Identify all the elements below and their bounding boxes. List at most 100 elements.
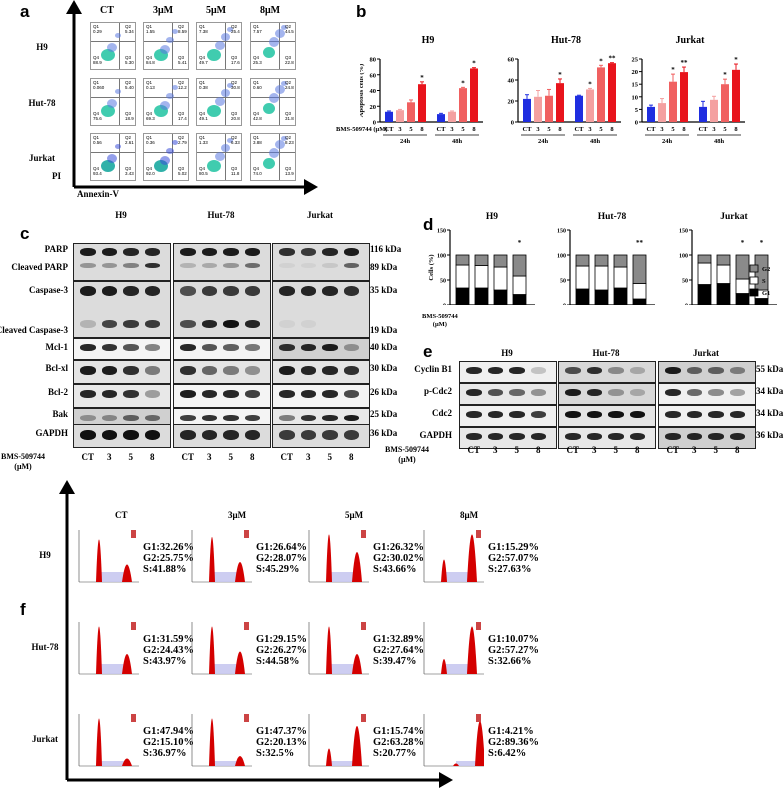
svg-text:**: ** [681,59,689,67]
flow-cytometry-plot: Q1 0.38 Q2 30.8 Q4 49.1 Q3 20.8 [196,78,242,126]
cell-cycle-histogram [308,714,369,767]
western-blot-strip [173,424,271,448]
fc-row-header: H9 [36,42,48,52]
phase-percentage: G1:15.29% [488,542,540,553]
western-blot-strip [658,383,756,405]
svg-text:*: * [760,239,764,247]
dose-label: 3 [107,452,112,462]
svg-text:5: 5 [547,126,551,133]
svg-text:0: 0 [443,304,446,306]
svg-text:0: 0 [373,120,376,127]
fc-column-header: 3μM [153,5,174,16]
svg-text:60: 60 [370,72,377,79]
dose-label: 8 [250,452,255,462]
quadrant-q3: Q3 5.30 [125,55,134,65]
cell-cycle-histogram [191,714,252,767]
cell-cycle-histogram [78,530,139,583]
panel-d-treatment-label: BMS-509744 (μM) [422,313,458,329]
dose-label: 5 [613,445,619,455]
phase-percentage: G2:30.02% [373,553,425,564]
cell-cycle-percentages: G1:4.21% G2:89.36% S:6.42% [488,726,539,759]
dose-label: 5 [514,445,520,455]
quadrant-q4: Q4 69.3 [146,111,155,121]
western-blot-strip [173,281,271,338]
apoptosis-chart-jurkat: Jurkat 0 5 10 15 20 25 CT 3 * 5 ** 8 CT 3 * 5 * 8 24h 48h [632,35,745,145]
cell-cycle-histogram [308,622,369,675]
kda-marker: 30 kDa [370,363,398,373]
svg-text:15: 15 [632,82,639,89]
dose-label: 8 [635,445,640,455]
svg-text:20: 20 [508,99,515,106]
quadrant-q2: Q2 8.23 [285,135,294,145]
phase-percentage: S:27.63% [488,564,532,575]
quadrant-q3: Q3 5.41 [178,55,187,65]
histogram-column-header: 8μM [460,510,479,520]
svg-text:*: * [671,66,675,74]
western-blot-strip [272,360,370,384]
quadrant-q2: Q2 44.5 [285,24,294,34]
dose-label: CT [181,452,194,462]
quadrant-q3: Q3 13.9 [285,166,294,176]
panel-d-label: d [423,215,434,234]
dose-label: 5 [128,452,134,462]
treatment-name: BMS-509744 [385,445,429,454]
flow-cytometry-plot: Q1 7.38 Q2 25.4 Q4 49.7 Q3 17.6 [196,22,242,70]
phase-percentage: S:32.66% [488,656,532,667]
kda-marker: 40 kDa [370,342,398,352]
kda-marker: 19 kDa [370,325,398,335]
protein-label: GAPDH [35,428,69,438]
protein-label: Bak [52,409,68,419]
svg-text:10: 10 [632,94,639,101]
svg-text:50: 50 [682,279,688,285]
kda-marker: 26 kDa [370,387,398,397]
quadrant-q1: Q1 0.38 [199,80,208,90]
dose-label: 5 [713,445,719,455]
svg-text:48h: 48h [714,138,725,145]
quadrant-q1: Q1 7.38 [199,24,208,34]
blot-cell-line-header: Hut-78 [207,210,235,220]
quadrant-q4: Q4 92.0 [146,166,155,176]
treatment-name: BMS-509744 [422,313,458,320]
dose-label: CT [566,445,579,455]
phase-percentage: S:32.5% [256,748,295,759]
svg-text:5: 5 [461,126,465,133]
flow-cytometry-plot: Q1 1.55 Q2 8.59 Q4 84.8 Q3 5.41 [143,22,189,70]
svg-text:24h: 24h [538,138,549,145]
western-blot-strip [73,384,171,408]
cell-cycle-histogram [423,714,484,767]
kda-marker: 55 kDa [756,364,784,374]
western-blot-strip [173,384,271,408]
svg-text:60: 60 [508,57,515,64]
svg-text:Cells (%): Cells (%) [428,254,435,280]
blot-cell-line-header: H9 [501,348,513,358]
western-blot-strip [558,427,656,449]
quadrant-q3: Q3 17.6 [231,55,240,65]
protein-label: Cyclin B1 [414,364,452,374]
svg-text:3: 3 [450,126,454,133]
phase-percentage: G1:4.21% [488,726,534,737]
phase-percentage: G2:89.36% [488,737,540,748]
flow-cytometry-plot: Q1 3.88 Q2 8.23 Q4 74.0 Q3 13.9 [250,133,296,181]
western-blot-strip [173,360,271,384]
svg-text:50: 50 [440,279,446,285]
svg-text:**: ** [609,55,617,63]
svg-text:48h: 48h [590,138,601,145]
svg-text:5: 5 [409,126,413,133]
flow-cytometry-plot: Q1 7.57 Q2 44.5 Q4 25.3 Q3 22.8 [250,22,296,70]
cell-cycle-percentages: G1:47.37% G2:20.13% S:32.5% [256,726,307,759]
protein-label: Cdc2 [432,408,452,418]
cell-cycle-percentages: G1:15.29% G2:57.07% S:27.63% [488,542,539,575]
svg-text:*: * [420,74,424,82]
quadrant-q3: Q3 11.8 [231,166,240,176]
svg-text:20: 20 [370,104,377,111]
svg-text:5: 5 [635,107,639,114]
blot-cell-line-header: H9 [115,210,127,220]
svg-text:CT: CT [522,126,532,133]
svg-text:*: * [472,60,476,68]
protein-label: p-Cdc2 [423,386,452,396]
treatment-name: BMS-509744 [1,452,45,461]
svg-text:150: 150 [679,229,688,235]
svg-text:100: 100 [557,254,566,260]
svg-text:CT: CT [698,126,708,133]
svg-text:G1: G1 [762,290,770,297]
